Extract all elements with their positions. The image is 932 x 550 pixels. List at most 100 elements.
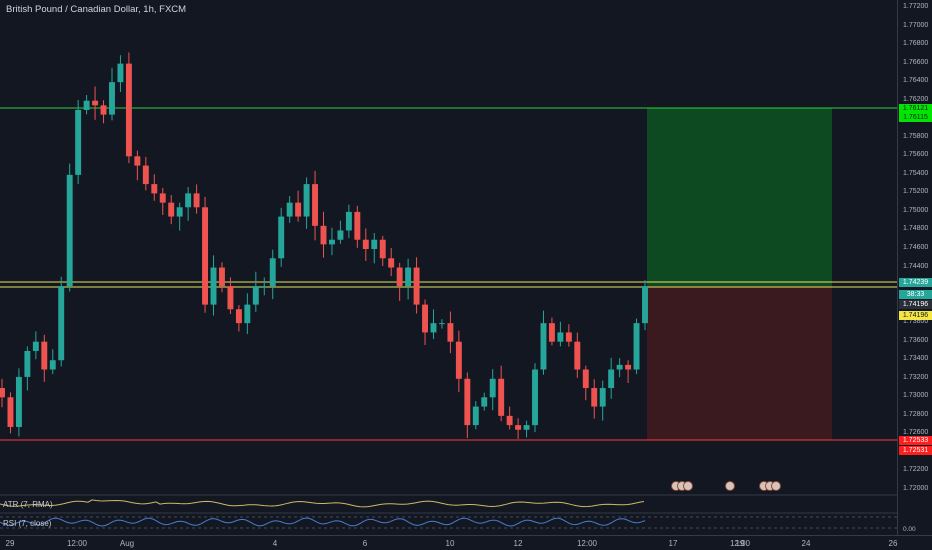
candle-body[interactable] — [185, 193, 192, 208]
price-tick: 1.76600 — [903, 58, 929, 66]
candle-body[interactable] — [354, 211, 361, 240]
price-tick: 1.76800 — [903, 40, 929, 48]
time-axis[interactable]: 29 12:00 Aug 4 6 10 12 12:00 17 19 12:00 24 26 — [0, 535, 932, 550]
price-badge: 1.72531 — [899, 446, 932, 455]
candle-body[interactable] — [278, 216, 285, 259]
candle-body[interactable] — [7, 397, 14, 427]
candle-body[interactable] — [455, 341, 462, 379]
candle-body[interactable] — [134, 156, 141, 166]
candle-body[interactable] — [117, 63, 124, 83]
loss-zone[interactable] — [647, 286, 832, 440]
candle-body[interactable] — [337, 230, 344, 240]
candle-body[interactable] — [41, 341, 48, 370]
candle-body[interactable] — [565, 332, 572, 342]
price-tick: 1.72800 — [903, 410, 929, 418]
candle-body[interactable] — [396, 267, 403, 287]
candle-body[interactable] — [379, 239, 386, 259]
candle-body[interactable] — [548, 323, 555, 342]
candle-body[interactable] — [320, 225, 327, 245]
candle-body[interactable] — [193, 193, 200, 208]
flag-icon[interactable] — [725, 481, 735, 491]
candle-body[interactable] — [269, 258, 276, 287]
price-badge: 1.74196 — [899, 300, 932, 309]
candle-body[interactable] — [210, 267, 217, 305]
candle-body[interactable] — [303, 184, 310, 217]
candle-body[interactable] — [75, 109, 82, 175]
candle-body[interactable] — [422, 304, 428, 333]
candle-body[interactable] — [582, 369, 589, 389]
candle-body[interactable] — [109, 82, 115, 115]
candle-body[interactable] — [472, 406, 479, 426]
candle-body[interactable] — [100, 105, 107, 115]
candle-body[interactable] — [498, 378, 505, 416]
candle-body[interactable] — [599, 388, 606, 407]
candle-body[interactable] — [532, 369, 538, 426]
candle-body[interactable] — [176, 207, 183, 217]
candle-body[interactable] — [312, 184, 319, 226]
candle-body[interactable] — [202, 207, 209, 305]
candle-body[interactable] — [388, 258, 395, 268]
candle-body[interactable] — [142, 165, 149, 185]
candle-body[interactable] — [32, 341, 39, 351]
atr-indicator-label[interactable]: ATR (7, RMA) — [3, 500, 53, 509]
candle-body[interactable] — [608, 369, 615, 389]
candle-body[interactable] — [540, 323, 547, 370]
flag-icon[interactable] — [683, 481, 693, 491]
candle-body[interactable] — [642, 286, 648, 324]
time-tick: 19 — [735, 539, 745, 548]
rsi-axis-tick: 0.00 — [903, 526, 916, 533]
candle-body[interactable] — [557, 332, 564, 342]
candle-body[interactable] — [591, 388, 598, 407]
candle-body[interactable] — [244, 304, 251, 324]
candle-body[interactable] — [92, 100, 99, 106]
candle-body[interactable] — [405, 267, 412, 287]
price-tick: 1.73800 — [903, 318, 929, 326]
candle-body[interactable] — [574, 341, 581, 370]
price-axis[interactable]: 1.77200 1.77000 1.76800 1.76600 1.76400 1.762… — [897, 0, 932, 535]
candle-body[interactable] — [24, 350, 31, 377]
candle-body[interactable] — [616, 364, 623, 370]
candle-body[interactable] — [252, 286, 259, 305]
candle-body[interactable] — [506, 415, 513, 426]
candle-body[interactable] — [295, 202, 302, 217]
candle-body[interactable] — [413, 267, 420, 305]
time-tick: 12:00 — [729, 539, 751, 548]
candle-body[interactable] — [328, 239, 335, 245]
candle-body[interactable] — [49, 360, 56, 370]
candle-body[interactable] — [15, 376, 22, 427]
price-tick: 1.73400 — [903, 355, 929, 363]
candle-body[interactable] — [151, 184, 158, 194]
candle-body[interactable] — [168, 202, 175, 217]
profit-zone[interactable] — [647, 108, 832, 286]
candle-body[interactable] — [464, 378, 471, 426]
candle-body[interactable] — [235, 309, 242, 324]
time-tick: 12:00 — [576, 539, 598, 548]
price-tick: 1.73600 — [903, 336, 929, 344]
rsi-indicator-label[interactable]: RSI (7, close) — [3, 519, 52, 528]
candle-body[interactable] — [219, 267, 225, 287]
candle-body[interactable] — [345, 211, 352, 231]
candle-body[interactable] — [371, 239, 378, 249]
candle-body[interactable] — [58, 286, 65, 361]
candle-body[interactable] — [515, 425, 522, 430]
candle-body[interactable] — [625, 364, 632, 370]
candle-body[interactable] — [0, 388, 5, 398]
candle-body[interactable] — [633, 323, 640, 370]
candle-body[interactable] — [66, 174, 73, 287]
candle-body[interactable] — [362, 239, 369, 249]
candle-body[interactable] — [447, 323, 454, 342]
candle-body[interactable] — [481, 397, 488, 407]
candle-body[interactable] — [286, 202, 293, 217]
candle-body[interactable] — [159, 193, 166, 203]
candle-body[interactable] — [523, 425, 530, 430]
flag-icon[interactable] — [771, 481, 781, 491]
candle-body[interactable] — [83, 100, 90, 110]
candle-body[interactable] — [227, 286, 234, 310]
candle-body[interactable] — [438, 323, 445, 325]
candle-body[interactable] — [261, 286, 268, 288]
candle-body[interactable] — [489, 378, 496, 398]
events-group — [671, 481, 781, 491]
candle-body[interactable] — [430, 323, 437, 333]
candle-body[interactable] — [125, 63, 132, 157]
price-chart[interactable] — [0, 0, 897, 535]
